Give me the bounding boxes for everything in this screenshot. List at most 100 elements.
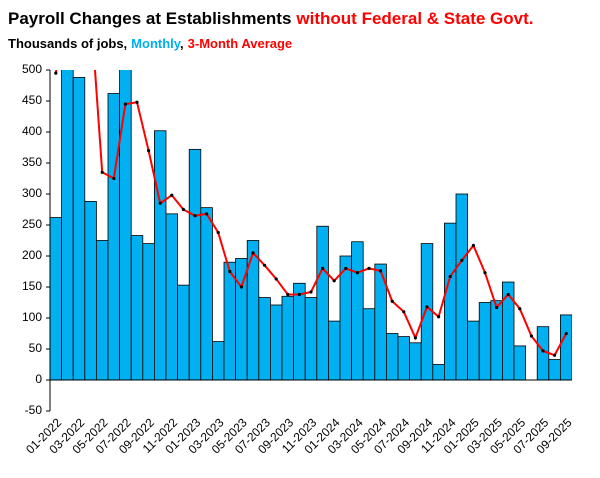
bar (258, 297, 271, 381)
bar (130, 235, 144, 381)
line-point (123, 102, 127, 106)
bar (443, 222, 457, 381)
bar (223, 261, 237, 381)
bar (200, 207, 213, 381)
bar (72, 77, 86, 381)
bar (304, 297, 318, 381)
line-point (297, 292, 301, 297)
line-point (541, 349, 545, 353)
line-point (495, 305, 499, 310)
line-point (332, 279, 336, 283)
line-point (564, 331, 568, 336)
line-point (135, 100, 139, 104)
bar (96, 240, 109, 381)
line-point (205, 212, 209, 216)
line-point (402, 310, 406, 314)
line-point (309, 290, 313, 294)
title-highlight: without Federal & State Govt. (295, 9, 533, 28)
line-point (460, 258, 464, 262)
bar (188, 148, 202, 381)
bar (177, 284, 190, 381)
y-tick-label: 50 (29, 341, 43, 355)
y-tick-label: 100 (22, 310, 42, 324)
legend-bar: Monthly (131, 36, 182, 51)
line-point (390, 299, 394, 303)
line-point (483, 271, 487, 275)
bar (316, 225, 329, 381)
bar (362, 308, 376, 381)
line-point (553, 353, 557, 357)
subtitle-text: Thousands of jobs, (8, 36, 127, 51)
bar (420, 243, 434, 381)
line-point (425, 305, 429, 309)
bar (397, 336, 411, 381)
bar (560, 314, 572, 381)
title: Payroll Changes at Establishments (8, 9, 291, 28)
plot-area (50, 70, 572, 381)
bar (548, 359, 561, 381)
bar (142, 243, 155, 381)
bar (165, 213, 179, 381)
y-tick-label: 150 (22, 279, 42, 293)
line-point (355, 271, 359, 275)
bar (409, 342, 422, 381)
line-point (170, 193, 174, 197)
line-point (193, 214, 197, 218)
bar (351, 241, 364, 381)
line-point (529, 334, 534, 338)
bar (153, 130, 167, 381)
line-point (413, 336, 417, 340)
legend-line: 3-Month Average (188, 36, 293, 51)
y-tick-label: 500 (22, 62, 42, 76)
y-tick-label: -50 (25, 403, 43, 417)
bar (107, 93, 121, 381)
bar (50, 217, 63, 381)
bar (246, 240, 260, 381)
chart-title: Payroll Changes at Establishments without… (8, 9, 534, 28)
line-point (471, 243, 475, 248)
bar (501, 281, 515, 381)
y-tick-label: 250 (22, 217, 42, 231)
line-point (506, 292, 510, 297)
line-point (216, 230, 220, 235)
bar (269, 304, 283, 381)
bar (84, 201, 97, 381)
y-tick-label: 450 (22, 93, 42, 107)
subtitle: Thousands of jobs, Monthly, 3-Month Averag… (8, 36, 292, 51)
y-tick-label: 0 (35, 372, 42, 386)
bar (211, 341, 225, 381)
line-point (228, 269, 232, 274)
line-point (286, 292, 290, 297)
bar (432, 364, 445, 381)
line-point (448, 274, 452, 279)
line-point (379, 269, 383, 273)
line-point (54, 71, 58, 75)
line-point (112, 176, 116, 181)
line-point (344, 266, 348, 270)
line-point (367, 266, 371, 270)
line-point (100, 170, 104, 174)
bar (327, 320, 341, 381)
line-point (274, 277, 278, 281)
y-tick-label: 300 (22, 186, 42, 200)
bar (339, 255, 353, 381)
bar (490, 300, 503, 381)
y-tick-label: 350 (22, 155, 42, 169)
line-point (321, 266, 325, 270)
line-point (251, 251, 255, 255)
bar (478, 302, 492, 381)
bar (467, 320, 480, 381)
line-point (518, 307, 522, 311)
line-point (263, 263, 267, 267)
line-point (437, 315, 441, 319)
bar (385, 333, 399, 381)
line-point (181, 207, 185, 212)
y-tick-label: 400 (22, 124, 42, 138)
bar (455, 193, 469, 381)
line-point (239, 285, 243, 289)
bar (281, 295, 295, 381)
line-point (147, 149, 151, 153)
bar (513, 345, 527, 381)
bar (293, 282, 306, 381)
